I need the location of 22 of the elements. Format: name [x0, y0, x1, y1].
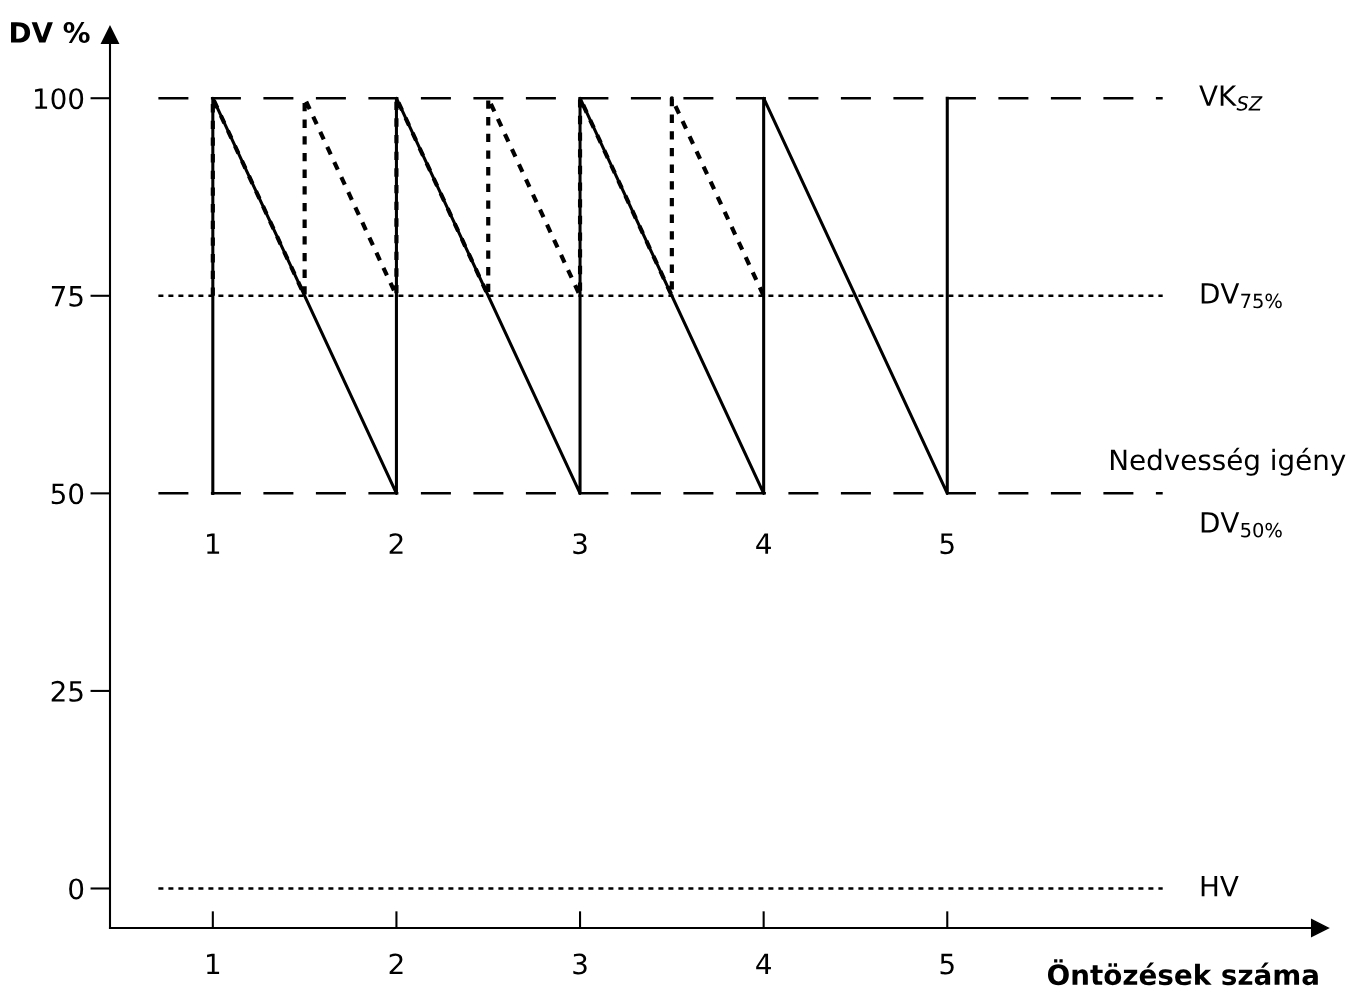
annotation: 4	[756, 533, 771, 554]
y-tick-label: 75	[51, 286, 83, 307]
ref-line-label: Nedvesség igény	[1110, 447, 1346, 476]
y-tick-label: 25	[51, 680, 83, 702]
ref-line-label: VK$_{SZ}$	[1199, 85, 1263, 111]
y-tick-label: 0	[69, 878, 84, 900]
x-tick-label: 4	[756, 953, 771, 975]
x-tick-label: 2	[389, 953, 403, 975]
annotation: DV$_{50%}$	[1201, 512, 1282, 538]
x-tick-label: 1	[207, 953, 220, 975]
x-tick-label: 5	[940, 953, 954, 975]
y-tick-label: 100	[35, 88, 84, 110]
annotation: 5	[940, 533, 954, 555]
y-tick-label: 50	[51, 483, 84, 505]
y-axis-title: DV %	[11, 22, 90, 44]
x-axis-title: Öntözések száma	[1047, 959, 1318, 986]
annotation: 1	[207, 533, 220, 554]
annotation: 2	[389, 533, 403, 554]
x-tick-label: 3	[573, 953, 587, 975]
ref-line-label: DV$_{75%}$	[1201, 283, 1282, 309]
annotation: 3	[573, 533, 587, 555]
ref-line-label: HV	[1201, 875, 1239, 897]
